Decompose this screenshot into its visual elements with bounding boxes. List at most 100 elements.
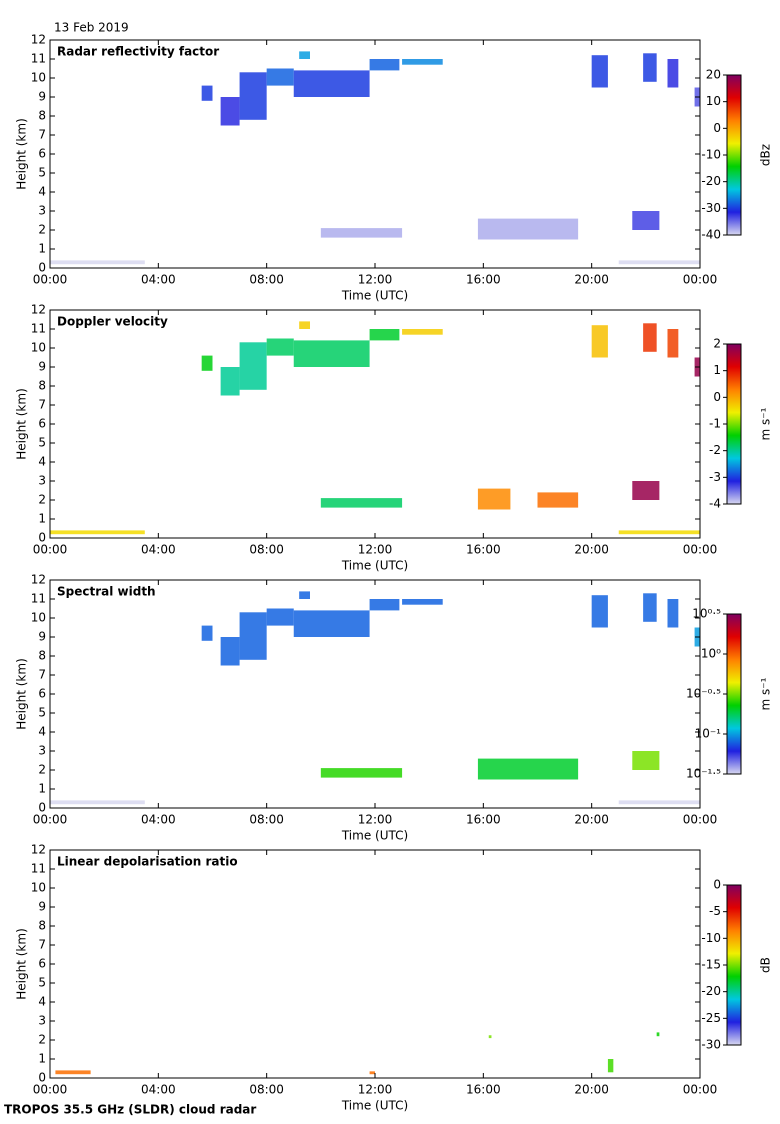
colorbar-tick-label: -1 [709, 417, 721, 431]
y-axis-label: Height (km) [15, 388, 29, 459]
data-cell [50, 800, 145, 805]
x-axis-label: Time (UTC) [341, 559, 408, 573]
x-tick-label: 08:00 [249, 813, 284, 827]
x-tick-label: 12:00 [358, 1083, 393, 1097]
plot-area [50, 850, 700, 1078]
y-tick-label: 6 [38, 957, 46, 971]
y-tick-label: 10 [31, 611, 46, 625]
panel-title: Linear depolarisation ratio [57, 855, 238, 869]
y-tick-label: 3 [38, 1014, 46, 1028]
colorbar-label: m s⁻¹ [759, 677, 773, 710]
y-tick-label: 5 [38, 436, 46, 450]
data-cell [402, 59, 443, 65]
y-tick-label: 3 [38, 474, 46, 488]
y-tick-label: 12 [31, 843, 46, 857]
x-axis-label: Time (UTC) [341, 1099, 408, 1113]
data-cell [239, 72, 267, 120]
y-tick-label: 0 [38, 531, 46, 545]
data-cell [667, 599, 679, 628]
x-tick-label: 16:00 [466, 1083, 501, 1097]
data-cell [618, 260, 700, 265]
x-tick-label: 20:00 [574, 813, 609, 827]
data-cell [591, 55, 608, 88]
data-cell [50, 530, 145, 535]
colorbar-label: dBz [759, 144, 773, 166]
panel-title: Spectral width [57, 585, 156, 599]
colorbar-tick-label: -2 [709, 443, 721, 457]
x-tick-label: 00:00 [33, 543, 68, 557]
y-tick-label: 1 [38, 512, 46, 526]
y-tick-label: 9 [38, 360, 46, 374]
colorbar-tick-label: -30 [701, 1038, 721, 1052]
x-tick-label: 16:00 [466, 813, 501, 827]
data-cell [591, 325, 608, 358]
y-tick-label: 10 [31, 341, 46, 355]
y-tick-label: 7 [38, 398, 46, 412]
colorbar-tick-label: -15 [701, 958, 721, 972]
y-tick-label: 7 [38, 938, 46, 952]
data-cell [369, 59, 400, 71]
y-tick-label: 7 [38, 668, 46, 682]
colorbar-tick-label: 10⁰·⁵ [692, 607, 721, 621]
colorbar-tick-label: 10⁻¹ [695, 727, 722, 741]
y-tick-label: 10 [31, 71, 46, 85]
colorbar-tick-label: 2 [713, 337, 721, 351]
y-tick-label: 4 [38, 185, 46, 199]
y-axis-label: Height (km) [15, 658, 29, 729]
data-cell [477, 758, 579, 780]
data-cell [266, 338, 294, 356]
y-tick-label: 1 [38, 1052, 46, 1066]
colorbar [726, 74, 742, 236]
data-cell [632, 751, 660, 770]
colorbar-tick-label: -40 [701, 228, 721, 242]
y-tick-label: 0 [38, 261, 46, 275]
data-cell [643, 53, 657, 82]
colorbar-tick-label: -30 [701, 201, 721, 215]
colorbar-tick-label: 0 [713, 390, 721, 404]
x-axis-label: Time (UTC) [341, 289, 408, 303]
colorbar-tick-label: 20 [706, 68, 721, 82]
y-tick-label: 11 [31, 862, 46, 876]
y-tick-label: 8 [38, 379, 46, 393]
colorbar-tick-label: -5 [709, 904, 721, 918]
colorbar-label: dB [759, 957, 773, 973]
y-tick-label: 12 [31, 573, 46, 587]
date-label: 13 Feb 2019 [54, 21, 129, 35]
data-cell [643, 593, 657, 622]
y-axis-label: Height (km) [15, 118, 29, 189]
y-tick-label: 4 [38, 455, 46, 469]
y-tick-label: 3 [38, 744, 46, 758]
colorbar-tick-label: 10⁻¹·⁵ [686, 767, 721, 781]
x-tick-label: 20:00 [574, 1083, 609, 1097]
x-tick-label: 00:00 [683, 813, 718, 827]
y-tick-label: 6 [38, 687, 46, 701]
y-tick-label: 12 [31, 33, 46, 47]
data-cell [201, 85, 213, 101]
data-cell [618, 530, 700, 535]
colorbar-tick-label: 10⁻⁰·⁵ [686, 687, 721, 701]
panel-title: Radar reflectivity factor [57, 45, 219, 59]
data-cell [667, 329, 679, 358]
y-tick-label: 11 [31, 52, 46, 66]
data-cell [50, 260, 145, 265]
data-cell [220, 97, 240, 126]
data-cell [239, 612, 267, 660]
x-tick-label: 08:00 [249, 543, 284, 557]
data-cell [201, 355, 213, 371]
y-tick-label: 9 [38, 630, 46, 644]
y-tick-label: 9 [38, 900, 46, 914]
data-cell [320, 768, 403, 778]
data-cell [299, 51, 310, 59]
data-cell [369, 1071, 375, 1075]
colorbar-tick-label: 10 [706, 94, 721, 108]
x-tick-label: 00:00 [683, 1083, 718, 1097]
x-tick-label: 12:00 [358, 543, 393, 557]
colorbar-tick-label: 0 [713, 878, 721, 892]
y-tick-label: 5 [38, 706, 46, 720]
data-cell [618, 800, 700, 805]
data-cell [656, 1032, 660, 1037]
x-tick-label: 04:00 [141, 273, 176, 287]
x-tick-label: 16:00 [466, 273, 501, 287]
y-tick-label: 6 [38, 417, 46, 431]
